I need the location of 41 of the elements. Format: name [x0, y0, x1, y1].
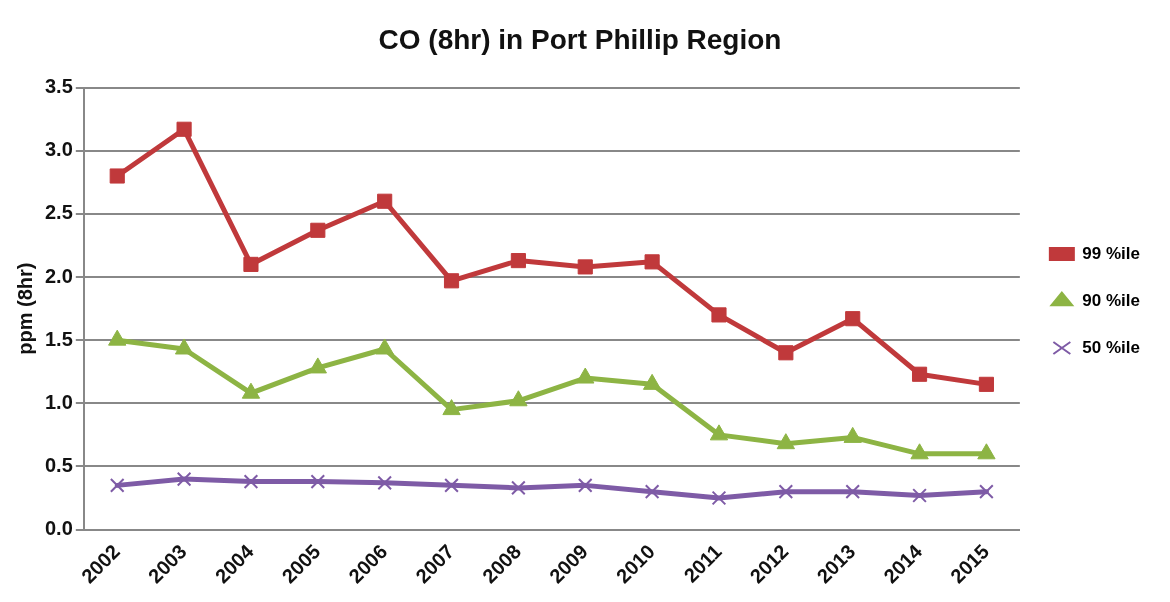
y-tick-label: 3.0 [44, 138, 73, 161]
y-tick-label: 0.0 [44, 517, 73, 540]
point [310, 222, 326, 238]
legend-label: 99 %ile [1082, 243, 1141, 263]
point [243, 256, 259, 272]
point [310, 474, 326, 489]
point [377, 193, 393, 209]
point [377, 475, 393, 491]
point [176, 121, 192, 137]
legend-label: 50 %ile [1082, 337, 1141, 357]
y-tick-label: 2.5 [44, 201, 73, 224]
point [845, 484, 861, 500]
y-tick-label: 0.5 [44, 453, 73, 476]
legend-label: 90 %ile [1082, 290, 1141, 310]
point [644, 484, 660, 500]
point [711, 307, 727, 323]
point [911, 366, 928, 382]
point [644, 254, 660, 270]
y-tick-label: 1.5 [44, 327, 73, 350]
point [176, 471, 192, 487]
point [711, 490, 727, 506]
point [577, 478, 593, 493]
point [778, 484, 794, 500]
y-axis-title: ppm (8hr) [13, 262, 36, 355]
point [510, 253, 526, 269]
point [109, 168, 125, 184]
point [845, 311, 861, 327]
point [979, 484, 994, 500]
point [443, 273, 460, 289]
point [912, 488, 927, 503]
y-tick-label: 1.0 [44, 390, 73, 413]
point [444, 478, 459, 493]
point [978, 376, 994, 392]
point [243, 474, 259, 489]
point [511, 480, 526, 496]
chart-title: CO (8hr) in Port Phillip Region [378, 23, 782, 55]
point [778, 345, 794, 361]
y-tick-label: 3.5 [44, 75, 73, 98]
point [109, 478, 125, 493]
y-tick-label: 2.0 [44, 264, 73, 287]
point [577, 259, 593, 275]
